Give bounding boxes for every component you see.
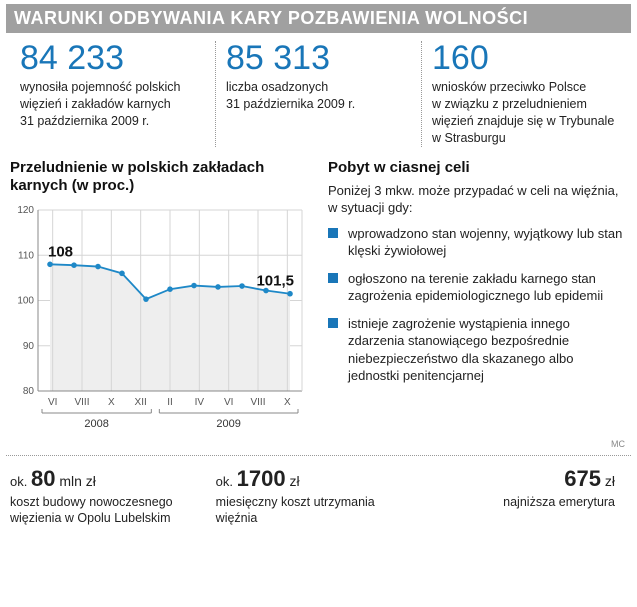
stat-number: 85 313 xyxy=(226,41,411,75)
stat-number: 160 xyxy=(432,41,617,75)
svg-text:II: II xyxy=(167,397,173,408)
stats-row: 84 233 wynosiła pojemność polskich więzie… xyxy=(6,33,631,159)
svg-text:XII: XII xyxy=(135,397,147,408)
stat-col: 160 wniosków przeciwko Polsce w związku z… xyxy=(422,41,627,147)
svg-text:120: 120 xyxy=(17,205,34,216)
stat-desc: wniosków przeciwko Polsce w związku z pr… xyxy=(432,79,617,147)
svg-text:108: 108 xyxy=(48,243,73,260)
right-title: Pobyt w ciasnej celi xyxy=(328,159,627,176)
bottom-value: ok. 1700 zł xyxy=(216,466,410,492)
signature: MC xyxy=(6,439,631,449)
svg-text:80: 80 xyxy=(23,386,35,397)
svg-text:2008: 2008 xyxy=(84,418,108,430)
bullet-item: istnieje zagrożenie wystąpienia innego z… xyxy=(328,315,627,385)
square-bullet-icon xyxy=(328,318,338,328)
overcrowding-chart: 80 90 100 110 120 VI VIII X XII II IV VI VIII X 108 101… xyxy=(10,202,310,437)
bullet-item: ogłoszono na terenie zakładu karnego sta… xyxy=(328,270,627,305)
bottom-desc: najniższa emerytura xyxy=(421,494,615,510)
bullet-list: wprowadzono stan wojenny, wyjątkowy lub … xyxy=(328,225,627,385)
bottom-col: ok. 1700 złmiesięczny koszt utrzymania w… xyxy=(216,466,422,527)
chart-title: Przeludnienie w polskich zakładach karny… xyxy=(10,159,308,197)
square-bullet-icon xyxy=(328,228,338,238)
bullet-text: istnieje zagrożenie wystąpienia innego z… xyxy=(348,315,627,385)
square-bullet-icon xyxy=(328,273,338,283)
svg-text:IV: IV xyxy=(195,397,205,408)
svg-text:2009: 2009 xyxy=(216,418,240,430)
bottom-desc: koszt budowy nowoczesnego więzienia w Op… xyxy=(10,494,204,527)
stat-desc: wynosiła pojemność polskich więzień i za… xyxy=(20,79,205,130)
bullet-item: wprowadzono stan wojenny, wyjątkowy lub … xyxy=(328,225,627,260)
bottom-value: ok. 80 mln zł xyxy=(10,466,204,492)
bottom-row: ok. 80 mln złkoszt budowy nowoczesnego w… xyxy=(6,455,631,531)
svg-text:X: X xyxy=(108,397,115,408)
svg-text:100: 100 xyxy=(17,296,34,307)
svg-text:VIII: VIII xyxy=(74,397,89,408)
svg-text:VI: VI xyxy=(224,397,233,408)
bullet-text: ogłoszono na terenie zakładu karnego sta… xyxy=(348,270,627,305)
svg-text:X: X xyxy=(284,397,291,408)
stat-col: 84 233 wynosiła pojemność polskich więzie… xyxy=(10,41,216,147)
bullet-text: wprowadzono stan wojenny, wyjątkowy lub … xyxy=(348,225,627,260)
bottom-desc: miesięczny koszt utrzymania więźnia xyxy=(216,494,410,527)
svg-text:VI: VI xyxy=(48,397,57,408)
svg-text:90: 90 xyxy=(23,341,35,352)
stat-desc: liczba osadzonych 31 października 2009 r… xyxy=(226,79,411,113)
bottom-value: 675 zł xyxy=(421,466,615,492)
page-title: WARUNKI ODBYWANIA KARY POZBAWIENIA WOLNO… xyxy=(6,4,631,33)
bottom-col: ok. 80 mln złkoszt budowy nowoczesnego w… xyxy=(10,466,216,527)
bottom-col: 675 zł najniższa emerytura xyxy=(421,466,627,527)
svg-text:110: 110 xyxy=(18,250,34,261)
svg-text:101,5: 101,5 xyxy=(256,273,294,290)
stat-number: 84 233 xyxy=(20,41,205,75)
right-subtitle: Poniżej 3 mkw. może przypadać w celi na … xyxy=(328,182,627,217)
stat-col: 85 313 liczba osadzonych 31 października … xyxy=(216,41,422,147)
svg-text:VIII: VIII xyxy=(250,397,265,408)
